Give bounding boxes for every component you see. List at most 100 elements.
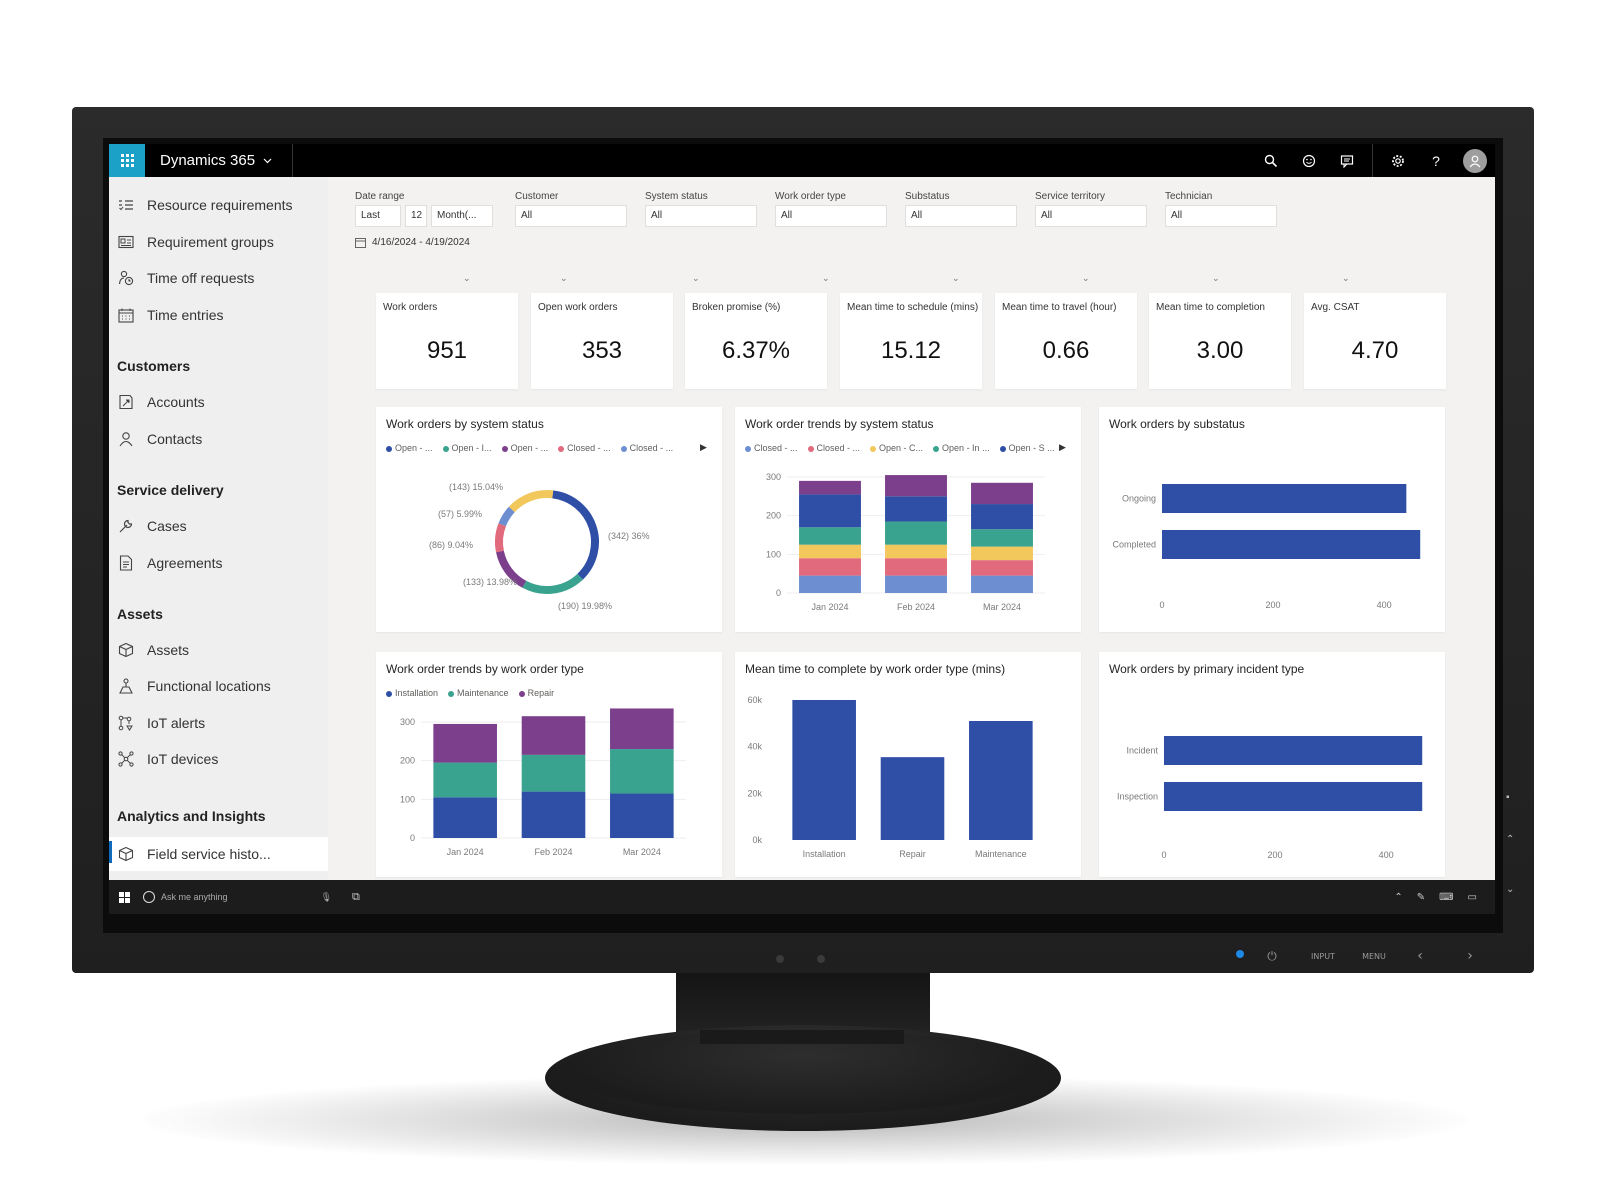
legend-item[interactable]: Open - In ...	[933, 443, 990, 453]
chart-card-work-order-trends-by-system-status[interactable]: Work order trends by system status Close…	[735, 407, 1081, 632]
legend-item[interactable]: Closed - ...	[745, 443, 798, 453]
sidebar-item-agreements[interactable]: Agreements	[109, 548, 328, 578]
gear-icon[interactable]	[1379, 144, 1417, 177]
y-tick-label: 40k	[747, 742, 762, 752]
legend-item[interactable]: Open - C...	[870, 443, 923, 453]
taskbar-search[interactable]: Ask me anything 🎙	[139, 891, 344, 903]
chevron-down-icon[interactable]: ⌄	[560, 273, 568, 283]
power-icon[interactable]: ⏻	[1267, 948, 1277, 963]
app-title-button[interactable]: Dynamics 365	[160, 144, 294, 177]
chart-card-work-orders-by-system-status[interactable]: Work orders by system status Open - ... …	[376, 407, 722, 632]
legend-item[interactable]: Open - S ...	[999, 443, 1055, 453]
chevron-down-icon[interactable]: ⌄	[1082, 273, 1090, 283]
chevron-down-icon[interactable]: ⌄	[952, 273, 960, 283]
windows-start-icon[interactable]	[109, 891, 139, 903]
legend-next-arrow-icon[interactable]: ▶	[1059, 442, 1066, 452]
filter-bar: Date range Last 12 Month(... 4/16/2024 -…	[355, 191, 1467, 291]
notification-icon[interactable]: ▭	[1467, 891, 1477, 903]
technician-select[interactable]: All	[1165, 205, 1277, 227]
input-button[interactable]: INPUT	[1311, 951, 1335, 961]
kpi-card-avg-csat[interactable]: Avg. CSAT 4.70	[1304, 293, 1446, 389]
kpi-value: 6.37%	[721, 337, 791, 364]
sidebar-item-assets[interactable]: Assets	[109, 635, 328, 665]
keyboard-icon[interactable]: ⌨	[1439, 891, 1454, 903]
bar	[1162, 484, 1407, 513]
bezel-sensor	[776, 955, 784, 963]
legend-item[interactable]: Maintenance	[448, 688, 509, 698]
kpi-card-work-orders[interactable]: Work orders 951	[376, 293, 518, 389]
kpi-card-open-work-orders[interactable]: Open work orders 353	[531, 293, 673, 389]
system-status-select[interactable]: All	[645, 205, 757, 227]
legend-item[interactable]: Open - ...	[501, 443, 548, 453]
legend-item[interactable]: Open - I...	[442, 443, 492, 453]
sidebar-item-resource-requirements[interactable]: Resource requirements	[109, 190, 328, 220]
sidebar-item-iot-devices[interactable]: IoT devices	[109, 744, 328, 774]
sidebar-item-field-service-history[interactable]: Field service histo...	[109, 837, 328, 871]
document-icon	[117, 554, 135, 572]
date-range-last-select[interactable]: Last	[355, 205, 401, 227]
sidebar-item-cases[interactable]: Cases	[109, 511, 328, 541]
system-tray-chevron-icon[interactable]: ⌃	[1394, 891, 1403, 903]
sidebar-item-accounts[interactable]: Accounts	[109, 387, 328, 417]
chart-card-mean-time-to-complete[interactable]: Mean time to complete by work order type…	[735, 652, 1081, 877]
sidebar-item-requirement-groups[interactable]: Requirement groups	[109, 227, 328, 257]
legend-item[interactable]: Installation	[386, 688, 438, 698]
kpi-card-mean-time-to-travel[interactable]: Mean time to travel (hour) 0.66	[995, 293, 1137, 389]
sidebar-item-functional-locations[interactable]: Functional locations	[109, 671, 328, 701]
search-icon[interactable]	[1252, 144, 1290, 177]
chart-card-work-order-trends-by-work-order-type[interactable]: Work order trends by work order type Ins…	[376, 652, 722, 877]
chevron-down-icon[interactable]: ⌄	[463, 273, 471, 283]
app-launcher-button[interactable]	[109, 144, 145, 177]
chart-title: Work order trends by system status	[745, 417, 934, 431]
chat-icon[interactable]	[1328, 144, 1366, 177]
legend-item[interactable]: Closed - ...	[620, 443, 673, 453]
donut-slice	[522, 573, 583, 594]
task-view-icon[interactable]: ⧉	[352, 890, 360, 903]
date-range-count-input[interactable]: 12	[405, 205, 427, 227]
chevron-down-icon[interactable]: ⌄	[1342, 273, 1350, 283]
legend-item[interactable]: Open - ...	[386, 443, 433, 453]
date-range-unit-select[interactable]: Month(...	[431, 205, 493, 227]
legend-item[interactable]: Closed - ...	[558, 443, 611, 453]
app-title: Dynamics 365	[160, 152, 256, 169]
bar-segment	[521, 791, 586, 838]
kpi-card-broken-promise[interactable]: Broken promise (%) 6.37%	[685, 293, 827, 389]
chart-title: Work orders by substatus	[1109, 417, 1245, 431]
horizontal-bar-chart: Ongoing Completed 0 200 400	[1112, 484, 1421, 610]
work-order-type-select[interactable]: All	[775, 205, 887, 227]
x-tick-label: 400	[1379, 850, 1394, 860]
chevron-right-icon[interactable]: ›	[1467, 948, 1473, 964]
smiley-icon[interactable]	[1290, 144, 1328, 177]
service-territory-select[interactable]: All	[1035, 205, 1147, 227]
sidebar-item-iot-alerts[interactable]: IoT alerts	[109, 708, 328, 738]
legend-next-arrow-icon[interactable]: ▶	[700, 442, 707, 452]
chart-legend: Open - ... Open - I... Open - ... Closed…	[386, 443, 673, 453]
kpi-card-mean-time-to-completion[interactable]: Mean time to completion 3.00	[1149, 293, 1291, 389]
customer-select[interactable]: All	[515, 205, 627, 227]
chevron-down-icon[interactable]: ⌄	[1212, 273, 1220, 283]
chevron-left-icon[interactable]: ‹	[1417, 948, 1423, 964]
sidebar-item-time-entries[interactable]: Time entries	[109, 300, 328, 330]
kpi-label: Broken promise (%)	[692, 302, 781, 313]
substatus-select[interactable]: All	[905, 205, 1017, 227]
bar-segment	[799, 494, 861, 528]
kpi-card-mean-time-to-schedule[interactable]: Mean time to schedule (mins) 15.12	[840, 293, 982, 389]
cortana-icon	[143, 891, 155, 903]
chevron-down-icon[interactable]: ⌄	[692, 273, 700, 283]
microphone-icon[interactable]: 🎙	[320, 891, 332, 902]
chart-legend: Installation Maintenance Repair	[386, 688, 554, 698]
chart-card-work-orders-by-substatus[interactable]: Work orders by substatus Ongoing Complete…	[1099, 407, 1445, 632]
bar	[792, 700, 856, 840]
x-tick-label: 200	[1268, 850, 1283, 860]
legend-item[interactable]: Closed - ...	[807, 443, 860, 453]
chevron-down-icon[interactable]: ⌄	[822, 273, 830, 283]
chart-card-work-orders-by-primary-incident-type[interactable]: Work orders by primary incident type Inc…	[1099, 652, 1445, 877]
sidebar-item-time-off-requests[interactable]: Time off requests	[109, 263, 328, 293]
pen-icon[interactable]: ✎	[1416, 891, 1426, 903]
sidebar-item-contacts[interactable]: Contacts	[109, 424, 328, 454]
menu-button[interactable]: MENU	[1362, 951, 1386, 961]
user-icon[interactable]	[1463, 148, 1487, 173]
legend-item[interactable]: Repair	[518, 688, 554, 698]
help-icon[interactable]: ?	[1432, 152, 1440, 169]
bar-segment	[971, 575, 1033, 593]
